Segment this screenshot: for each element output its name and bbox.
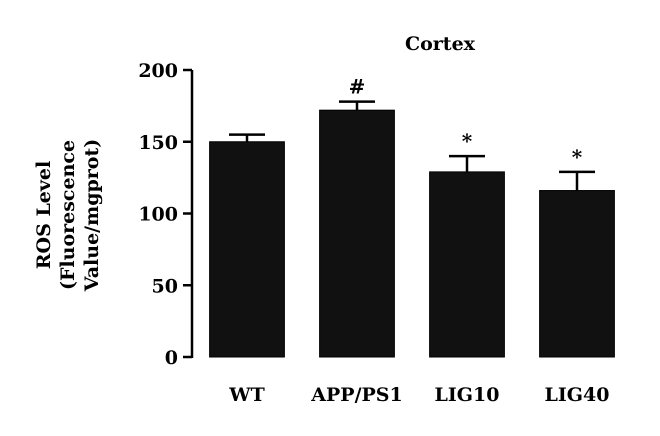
significance-marker: * <box>462 129 473 153</box>
y-tick-label: 0 <box>165 347 178 369</box>
x-tick-label: LIG40 <box>545 384 610 406</box>
bar <box>209 141 285 358</box>
y-tick-label: 100 <box>138 204 178 226</box>
bar <box>539 190 615 358</box>
bar <box>319 109 395 358</box>
bar <box>429 171 505 358</box>
x-tick-label: LIG10 <box>435 384 500 406</box>
x-tick-labels: WT APP/PS1 LIG10 LIG40 <box>228 384 609 406</box>
y-tick-label: 150 <box>138 132 178 154</box>
bar-group: * <box>429 129 505 358</box>
significance-marker: # <box>349 75 366 99</box>
bar-group: # <box>319 75 395 358</box>
chart-title: Cortex <box>405 33 476 55</box>
bar-group: * <box>539 145 615 358</box>
x-tick-label: WT <box>228 384 264 406</box>
y-axis-label-line-2: (Fluorescence <box>57 140 79 290</box>
x-tick-label: APP/PS1 <box>310 384 402 406</box>
bars: # * * <box>209 75 615 358</box>
bar-group <box>209 133 285 358</box>
y-axis-label: ROS Level (Fluorescence Value/mgprot) <box>33 139 103 293</box>
y-axis-label-line-1: ROS Level <box>33 161 55 269</box>
y-axis-label-line-3: Value/mgprot) <box>81 139 103 293</box>
y-tick-label: 50 <box>152 275 178 297</box>
significance-marker: * <box>572 145 583 169</box>
axes: 0 50 100 150 200 <box>138 60 194 369</box>
y-tick-label: 200 <box>138 60 178 82</box>
